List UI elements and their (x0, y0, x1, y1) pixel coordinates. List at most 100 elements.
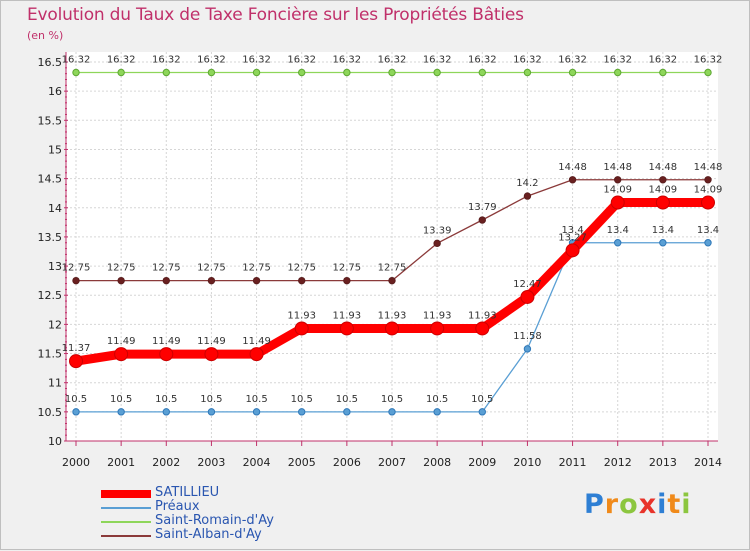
data-point-saint-romain-d-ay (343, 68, 351, 77)
data-point-satillieu (520, 289, 535, 304)
y-tick-label: 16.5 (38, 56, 63, 69)
data-point-saint-romain-d-ay (388, 68, 396, 77)
data-point-satillieu (339, 321, 354, 336)
data-label-saint-romain-d-ay: 16.32 (62, 54, 91, 65)
data-point-satillieu (565, 243, 580, 258)
data-label-satillieu: 11.37 (62, 343, 91, 354)
data-label-pr-aux: 10.5 (155, 394, 177, 405)
legend-item: SATILLIEU (101, 485, 341, 501)
data-label-pr-aux: 10.5 (426, 394, 448, 405)
x-tick-label: 2002 (152, 456, 180, 469)
legend-swatch (101, 521, 151, 523)
data-label-saint-romain-d-ay: 16.32 (558, 54, 587, 65)
data-label-pr-aux: 10.5 (245, 394, 267, 405)
data-point-pr-aux (433, 408, 441, 416)
x-tick-label: 2014 (694, 456, 722, 469)
x-tick-label: 2001 (107, 456, 135, 469)
data-label-pr-aux: 13.4 (652, 225, 674, 236)
data-label-saint-romain-d-ay: 16.32 (694, 54, 723, 65)
data-point-satillieu (475, 321, 490, 336)
data-point-saint-alban-d-ay (298, 276, 306, 285)
data-point-saint-romain-d-ay (207, 68, 216, 77)
y-tick-label: 15 (48, 143, 62, 156)
data-label-saint-romain-d-ay: 16.32 (333, 54, 362, 65)
data-point-pr-aux (252, 408, 261, 416)
legend-swatch (101, 535, 151, 537)
data-label-saint-alban-d-ay: 14.48 (558, 162, 587, 173)
data-label-saint-alban-d-ay: 14.48 (603, 162, 632, 173)
x-tick-label: 2004 (243, 456, 271, 469)
data-label-saint-alban-d-ay: 12.75 (62, 263, 91, 274)
data-label-saint-alban-d-ay: 13.39 (423, 225, 452, 236)
data-point-saint-alban-d-ay (252, 276, 261, 285)
data-label-saint-alban-d-ay: 13.79 (468, 202, 497, 213)
data-point-saint-alban-d-ay (162, 276, 170, 285)
data-point-satillieu (610, 195, 625, 210)
data-label-satillieu: 11.49 (197, 336, 226, 347)
logo-letter: t (667, 489, 682, 520)
data-point-satillieu (655, 195, 670, 210)
data-point-satillieu (385, 321, 399, 336)
data-point-pr-aux (388, 408, 396, 416)
data-label-satillieu: 11.93 (378, 310, 407, 321)
logo-letter: P (584, 489, 605, 520)
y-tick-label: 14.5 (38, 173, 63, 186)
data-label-saint-alban-d-ay: 12.75 (287, 263, 316, 274)
data-point-saint-romain-d-ay (117, 68, 125, 77)
data-label-saint-romain-d-ay: 16.32 (513, 54, 542, 65)
data-point-saint-alban-d-ay (388, 276, 396, 285)
data-label-saint-romain-d-ay: 16.32 (468, 54, 497, 65)
legend-label: Saint-Romain-d'Ay (155, 513, 274, 528)
data-label-pr-aux: 13.4 (607, 225, 629, 236)
data-label-saint-alban-d-ay: 12.75 (242, 263, 271, 274)
data-label-pr-aux: 10.5 (381, 394, 403, 405)
data-point-satillieu (204, 347, 219, 362)
y-tick-label: 12.5 (38, 289, 63, 302)
data-label-satillieu: 14.09 (603, 185, 632, 196)
y-tick-label: 10 (48, 435, 62, 448)
data-point-satillieu (294, 321, 309, 336)
data-point-pr-aux (659, 239, 667, 247)
data-point-saint-romain-d-ay (433, 68, 441, 77)
logo-letter: r (604, 489, 620, 520)
legend-swatch (101, 490, 151, 498)
data-label-satillieu: 11.49 (152, 336, 181, 347)
proxiti-logo: Proxiti (584, 489, 692, 520)
data-point-saint-romain-d-ay (659, 68, 667, 77)
x-tick-label: 2007 (378, 456, 406, 469)
data-point-satillieu (159, 347, 174, 362)
data-label-pr-aux: 11.58 (513, 331, 542, 342)
data-label-pr-aux: 13.4 (697, 225, 719, 236)
data-point-pr-aux (343, 408, 351, 416)
data-point-pr-aux (478, 408, 486, 416)
data-label-pr-aux: 10.5 (291, 394, 313, 405)
data-label-saint-romain-d-ay: 16.32 (423, 54, 452, 65)
data-point-pr-aux (162, 408, 170, 416)
legend-item: Saint-Romain-d'Ay (101, 513, 341, 529)
x-tick-label: 2008 (423, 456, 451, 469)
data-point-saint-romain-d-ay (252, 68, 261, 77)
data-point-pr-aux (72, 408, 80, 416)
x-tick-label: 2000 (62, 456, 90, 469)
legend-swatch (101, 507, 151, 509)
data-label-saint-alban-d-ay: 12.75 (197, 263, 226, 274)
data-label-satillieu: 14.09 (649, 185, 678, 196)
data-point-satillieu (430, 321, 445, 336)
data-point-saint-alban-d-ay (614, 176, 622, 184)
data-point-saint-romain-d-ay (298, 68, 306, 77)
data-point-saint-romain-d-ay (568, 68, 577, 77)
y-tick-label: 10.5 (38, 406, 63, 419)
data-label-satillieu: 11.93 (423, 310, 452, 321)
y-tick-label: 11.5 (38, 348, 63, 361)
data-label-saint-alban-d-ay: 14.48 (649, 162, 678, 173)
data-point-saint-alban-d-ay (207, 276, 216, 285)
y-tick-label: 14 (48, 202, 62, 215)
data-label-saint-romain-d-ay: 16.32 (107, 54, 136, 65)
legend-item: Saint-Alban-d'Ay (101, 527, 341, 543)
data-label-saint-romain-d-ay: 16.32 (197, 54, 226, 65)
y-tick-label: 12 (48, 318, 62, 331)
data-label-saint-romain-d-ay: 16.32 (649, 54, 678, 65)
data-point-pr-aux (523, 345, 532, 353)
data-point-saint-alban-d-ay (433, 239, 441, 248)
